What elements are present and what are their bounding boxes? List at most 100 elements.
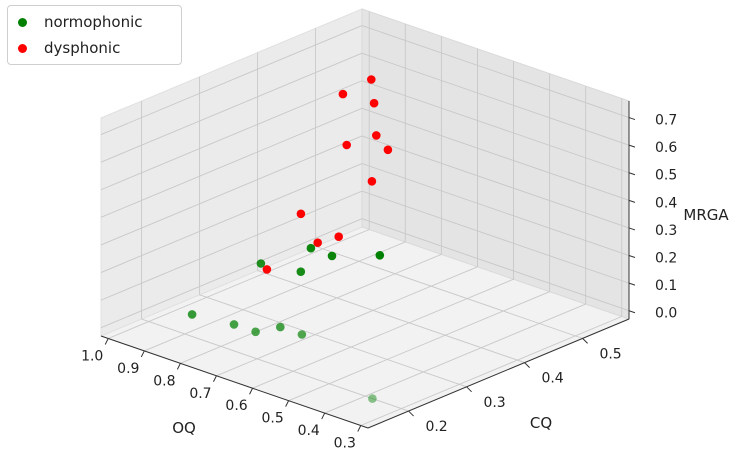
point-dysphonic — [342, 140, 352, 150]
grid-line-z-back — [361, 52, 630, 146]
point-dysphonic — [372, 131, 381, 140]
point-normophonic — [256, 259, 266, 268]
grid-line-y-floor — [315, 245, 583, 339]
x-tick-mark — [140, 350, 145, 358]
point-normophonic — [187, 310, 197, 319]
legend-marker-normophonic — [18, 17, 27, 27]
grid-line-z-back — [361, 107, 630, 201]
legend-item-dysphonic: dysphonic — [18, 38, 120, 58]
point-normophonic — [306, 243, 316, 253]
z-tick-label: 0.4 — [655, 195, 677, 211]
point-normophonic — [375, 251, 385, 260]
z-tick-mark — [628, 255, 636, 259]
x-tick-label: 0.7 — [189, 386, 211, 402]
point-normophonic — [327, 251, 337, 261]
x-tick-mark — [249, 387, 253, 395]
z-tick-label: 0.6 — [655, 140, 677, 156]
grid-line-z-left — [100, 218, 363, 329]
point-dysphonic — [262, 265, 272, 274]
z-tick-label: 0.0 — [655, 306, 677, 322]
point-normophonic — [251, 327, 260, 337]
z-tick-mark — [628, 227, 636, 231]
point-dysphonic — [367, 177, 377, 186]
y-tick-label: 0.4 — [541, 371, 563, 387]
grid-line-x-floor — [288, 291, 550, 402]
grid-line-z-back — [361, 135, 630, 229]
grid-lines — [100, 11, 630, 426]
grid-line-z-left — [100, 107, 363, 218]
grid-line-x-floor — [144, 241, 406, 352]
grid-line-z-left — [100, 80, 363, 191]
x-tick-label: 0.9 — [117, 361, 139, 377]
point-normophonic — [368, 394, 377, 403]
grid-line-y-floor — [141, 318, 409, 412]
grid-line-z-left — [100, 135, 363, 246]
y-tick-label: 0.3 — [483, 395, 505, 411]
grid-line-z-back — [361, 25, 630, 118]
grid-line-z-left — [100, 25, 363, 135]
x-tick-label: 0.8 — [153, 373, 175, 389]
y-tick-mark — [466, 386, 472, 393]
grid-line-z-left — [100, 163, 363, 273]
point-dysphonic — [383, 145, 393, 155]
legend-label-dysphonic: dysphonic — [44, 39, 121, 57]
x-tick-label: 0.6 — [225, 398, 247, 414]
grid-line-x-floor — [360, 316, 622, 426]
grid-line-z-left — [100, 52, 363, 163]
point-dysphonic — [367, 75, 376, 84]
x-tick-mark — [104, 338, 109, 345]
point-normophonic — [296, 267, 306, 277]
y-tick-label: 0.5 — [599, 346, 621, 362]
y-tick-mark — [408, 410, 414, 417]
y-tick-mark — [582, 338, 588, 344]
z-tick-mark — [628, 117, 636, 121]
point-dysphonic — [313, 238, 323, 247]
x-axis-line — [100, 335, 369, 429]
point-normophonic — [276, 322, 285, 332]
tick-labels: 0.3 0.4 0.5 0.6 0.7 0.8 0.9 1.0 0.2 0.3 0.4 0.5 0.0 0… — [81, 113, 677, 452]
x-tick-mark — [285, 400, 290, 407]
data-points — [187, 75, 393, 403]
grid-line-x-floor — [216, 266, 478, 377]
x-tick-label: 1.0 — [81, 348, 103, 364]
grid-line-z-back — [361, 80, 630, 174]
legend-label-normophonic: normophonic — [44, 13, 143, 31]
x-tick-mark — [321, 412, 326, 420]
x-tick-label: 0.4 — [298, 423, 320, 439]
y-tick-label: 0.2 — [425, 419, 447, 435]
x-tick-mark — [213, 375, 217, 383]
z-tick-label: 0.3 — [655, 223, 677, 239]
z-tick-label: 0.1 — [655, 278, 677, 294]
axis-lines — [100, 101, 630, 429]
axis-labels: OQ CQ MRGA — [172, 206, 729, 437]
point-dysphonic — [296, 209, 306, 219]
legend-item-normophonic: normophonic — [18, 12, 143, 32]
grid-line-y-floor — [257, 270, 525, 364]
point-dysphonic — [334, 232, 344, 241]
y-axis-line — [367, 318, 630, 429]
y-axis-label: CQ — [530, 414, 552, 432]
z-tick-mark — [628, 144, 636, 148]
z-tick-label: 0.5 — [655, 168, 677, 184]
y-tick-mark — [524, 362, 530, 368]
point-dysphonic — [369, 98, 379, 108]
grid-line-z-left — [100, 190, 363, 301]
grid-line-z-back — [361, 218, 630, 312]
legend: normophonic dysphonic — [7, 5, 182, 65]
z-tick-mark — [628, 199, 636, 203]
grid-line-x-floor — [252, 278, 514, 389]
grid-line-z-back — [361, 163, 630, 256]
grid-line-y-floor — [199, 294, 467, 388]
legend-marker-dysphonic — [18, 43, 27, 53]
grid-line-x-floor — [324, 303, 586, 414]
z-tick-label: 0.2 — [655, 251, 677, 267]
x-tick-label: 0.5 — [261, 411, 283, 427]
z-tick-mark — [628, 310, 636, 314]
x-axis-label: OQ — [172, 419, 196, 437]
point-dysphonic — [338, 89, 348, 99]
z-tick-mark — [628, 172, 636, 176]
z-axis-label: MRGA — [683, 206, 729, 224]
x-tick-label: 0.3 — [334, 436, 356, 452]
z-tick-mark — [628, 282, 636, 286]
